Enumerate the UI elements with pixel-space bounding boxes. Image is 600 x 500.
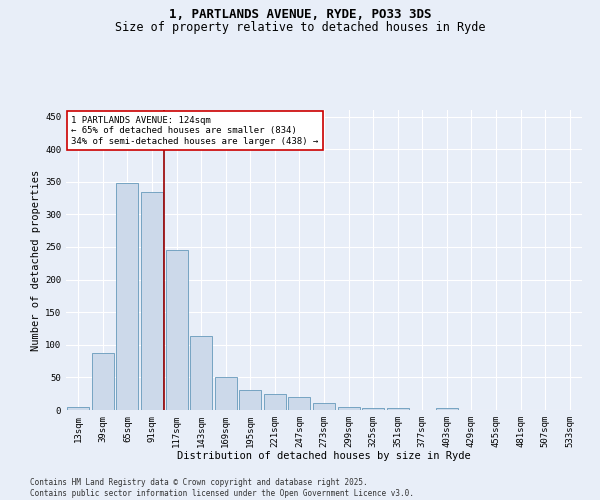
Text: Contains HM Land Registry data © Crown copyright and database right 2025.
Contai: Contains HM Land Registry data © Crown c… xyxy=(30,478,414,498)
Y-axis label: Number of detached properties: Number of detached properties xyxy=(31,170,41,350)
Bar xyxy=(239,390,262,410)
Bar xyxy=(92,352,114,410)
Text: 1 PARTLANDS AVENUE: 124sqm
← 65% of detached houses are smaller (834)
34% of sem: 1 PARTLANDS AVENUE: 124sqm ← 65% of deta… xyxy=(71,116,319,146)
Bar xyxy=(215,378,237,410)
Bar xyxy=(190,336,212,410)
Bar xyxy=(166,250,188,410)
Text: 1, PARTLANDS AVENUE, RYDE, PO33 3DS: 1, PARTLANDS AVENUE, RYDE, PO33 3DS xyxy=(169,8,431,20)
X-axis label: Distribution of detached houses by size in Ryde: Distribution of detached houses by size … xyxy=(177,452,471,462)
Bar xyxy=(264,394,286,410)
Bar xyxy=(289,397,310,410)
Bar xyxy=(338,406,359,410)
Bar xyxy=(67,406,89,410)
Bar xyxy=(116,183,139,410)
Bar xyxy=(386,408,409,410)
Bar xyxy=(362,408,384,410)
Bar xyxy=(436,408,458,410)
Bar xyxy=(141,192,163,410)
Text: Size of property relative to detached houses in Ryde: Size of property relative to detached ho… xyxy=(115,21,485,34)
Bar xyxy=(313,404,335,410)
